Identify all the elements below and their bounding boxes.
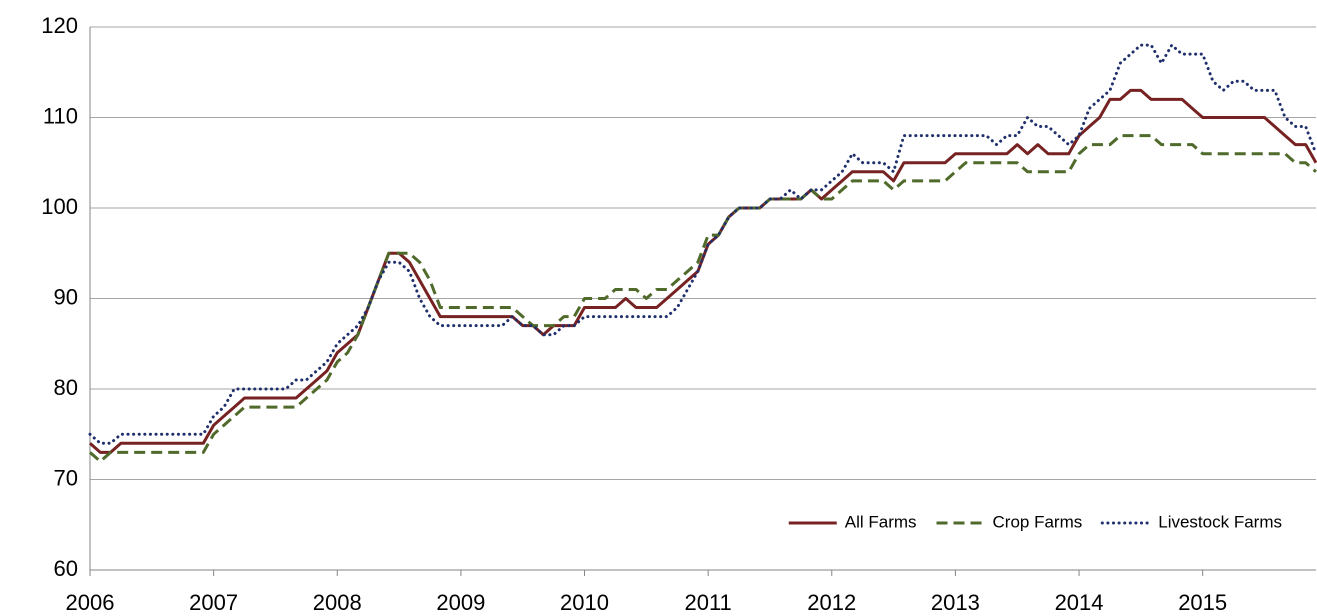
y-tick-label: 60 bbox=[54, 556, 78, 581]
x-tick-label: 2007 bbox=[189, 590, 238, 615]
legend-item: All Farms bbox=[788, 512, 917, 531]
y-tick-label: 100 bbox=[41, 194, 78, 219]
y-tick-label: 120 bbox=[41, 13, 78, 38]
legend-label: All Farms bbox=[845, 512, 917, 531]
x-tick-label: 2011 bbox=[684, 590, 731, 615]
x-tick-label: 2008 bbox=[313, 590, 362, 615]
y-tick-label: 80 bbox=[54, 375, 78, 400]
x-tick-label: 2009 bbox=[436, 590, 485, 615]
series-line bbox=[89, 88, 1317, 454]
legend-item: Livestock Farms bbox=[1100, 512, 1282, 531]
y-tick-label: 90 bbox=[54, 284, 78, 309]
x-tick-label: 2015 bbox=[1178, 590, 1227, 615]
legend-label: Livestock Farms bbox=[1158, 512, 1282, 531]
y-tick-label: 70 bbox=[54, 465, 78, 490]
y-tick-label: 110 bbox=[43, 103, 78, 128]
series-line bbox=[89, 134, 1317, 463]
x-tick-label: 2012 bbox=[807, 590, 856, 615]
legend: All Farms Crop Farms Livestock Farms bbox=[788, 512, 1282, 531]
legend-item: Crop Farms bbox=[936, 512, 1083, 531]
x-tick-label: 2013 bbox=[931, 590, 980, 615]
x-tick-label: 2010 bbox=[560, 590, 609, 615]
x-tick-label: 2014 bbox=[1055, 590, 1104, 615]
legend-label: Crop Farms bbox=[993, 512, 1083, 531]
x-tick-label: 2006 bbox=[66, 590, 115, 615]
series-line bbox=[88, 43, 1317, 445]
